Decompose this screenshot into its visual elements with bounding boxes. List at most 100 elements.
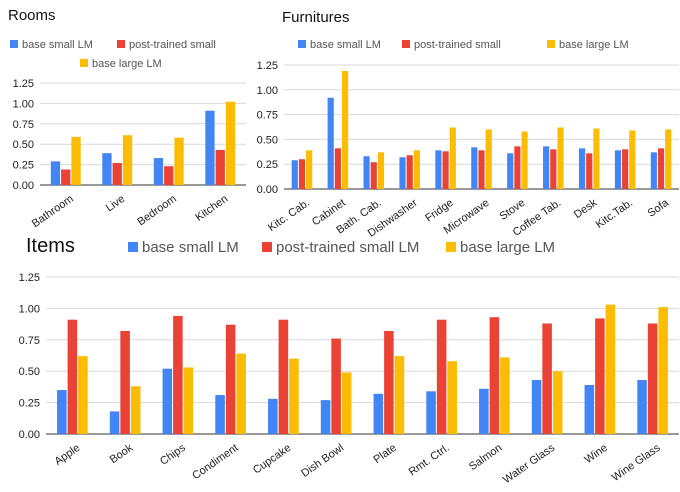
bar: [399, 157, 406, 189]
bar: [557, 127, 564, 189]
y-tick-label: 1.25: [13, 78, 34, 90]
bar: [122, 135, 133, 185]
x-tick-label: Kitchen: [193, 193, 230, 224]
bar: [225, 324, 236, 434]
bar: [489, 317, 500, 434]
bar: [334, 148, 341, 189]
bar: [478, 150, 485, 189]
y-tick-label: 1.00: [13, 98, 34, 110]
bar: [514, 146, 521, 189]
bar: [130, 386, 141, 434]
legend-label: base small LM: [310, 39, 381, 51]
x-tick-label: Sofa: [646, 196, 672, 219]
bar: [521, 131, 528, 189]
bar: [471, 147, 478, 189]
bar: [595, 318, 605, 434]
bar: [370, 162, 377, 189]
bar: [298, 159, 306, 189]
y-tick-label: 0.75: [13, 119, 34, 131]
bar: [507, 153, 514, 189]
bar: [665, 129, 672, 189]
x-tick-label: Dish Bowl: [299, 442, 346, 480]
bar: [629, 130, 636, 189]
legend-swatch: [262, 242, 272, 252]
bar: [57, 390, 67, 434]
bar: [485, 129, 492, 189]
legend-label: base large LM: [460, 239, 555, 256]
bar: [320, 400, 331, 434]
legend-label: base small LM: [142, 239, 239, 256]
chart-title: Rooms: [8, 7, 56, 24]
bar: [120, 331, 130, 434]
legend-label: base small LM: [22, 39, 93, 51]
bar: [531, 379, 542, 434]
bar: [215, 149, 225, 185]
x-tick-label: Chips: [158, 442, 188, 468]
bar: [67, 319, 78, 434]
y-tick-label: 0.00: [257, 184, 278, 196]
x-tick-label: Water Glass: [501, 442, 558, 487]
x-tick-label: Kitc. Cab.: [266, 197, 312, 234]
bar: [384, 331, 394, 434]
legend-swatch: [10, 40, 18, 48]
bar: [327, 97, 334, 189]
legend-label: post-trained small LM: [276, 239, 419, 256]
bar: [449, 127, 456, 189]
bar: [586, 153, 593, 189]
x-tick-label: Book: [108, 442, 136, 466]
legend-label: base large LM: [92, 58, 162, 70]
bar: [426, 391, 436, 434]
bar: [78, 356, 88, 434]
bar: [289, 358, 299, 434]
y-tick-label: 1.00: [257, 85, 278, 97]
chart-furnitures: Furnitures base small LM post-trained smal…: [257, 9, 679, 240]
legend-swatch: [402, 40, 410, 48]
x-tick-label: Condiment: [190, 442, 240, 482]
y-tick-label: 0.25: [257, 159, 278, 171]
bar: [543, 146, 550, 189]
chart-title: Furnitures: [282, 9, 350, 26]
bar: [377, 152, 385, 189]
bar: [447, 361, 457, 434]
x-tick-label: Kitc.Tab.: [594, 197, 635, 231]
y-tick-label: 0.50: [257, 134, 278, 146]
legend-swatch: [298, 40, 306, 48]
bar: [550, 149, 557, 189]
bar: [164, 166, 174, 185]
x-tick-label: Salmon: [467, 442, 504, 473]
legend-swatch: [80, 59, 88, 67]
bar: [650, 152, 657, 189]
chart-rooms: Rooms base small LM post-trained small base…: [8, 7, 246, 230]
bar: [341, 70, 349, 189]
x-tick-label: Desk: [572, 197, 600, 221]
bar: [436, 319, 447, 434]
y-tick-label: 0.00: [19, 429, 40, 441]
bar: [102, 153, 112, 185]
x-tick-label: Plate: [371, 442, 398, 466]
bar: [205, 110, 215, 185]
bar: [278, 319, 289, 434]
y-tick-label: 0.25: [13, 160, 34, 172]
x-tick-label: Wine Glass: [610, 442, 663, 484]
legend-swatch: [446, 242, 456, 252]
x-tick-label: Apple: [52, 442, 82, 468]
bar: [435, 150, 442, 189]
bar: [578, 148, 586, 189]
y-tick-label: 0.00: [13, 180, 34, 192]
y-tick-label: 0.50: [19, 366, 40, 378]
bar: [215, 395, 225, 434]
y-tick-label: 1.25: [257, 60, 278, 72]
bar: [479, 388, 489, 434]
bar: [637, 379, 647, 434]
y-tick-label: 0.50: [13, 139, 34, 151]
bar: [552, 371, 563, 434]
legend-label: base large LM: [559, 39, 629, 51]
x-tick-label: Wine: [582, 442, 609, 466]
bar: [363, 156, 370, 189]
x-tick-label: Bedroom: [135, 193, 178, 228]
bar: [542, 323, 552, 434]
bar: [341, 372, 352, 434]
y-tick-label: 0.75: [19, 335, 40, 347]
bar: [622, 149, 629, 189]
bar: [50, 161, 61, 185]
